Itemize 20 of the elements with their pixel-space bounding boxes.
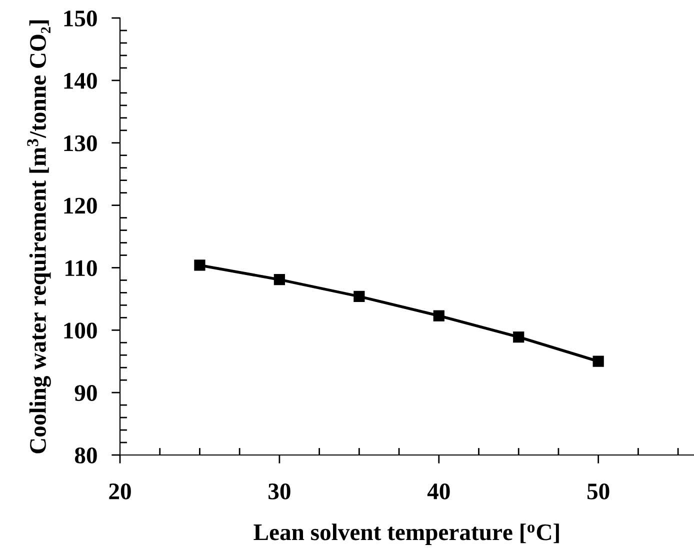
y-tick-label: 150 bbox=[64, 10, 97, 26]
y-tick-label: 110 bbox=[66, 260, 97, 276]
y-tick-label: 100 bbox=[64, 322, 97, 339]
point bbox=[592, 356, 604, 367]
x-tick-label: 20 bbox=[109, 483, 131, 500]
y-tick-label: 140 bbox=[64, 72, 97, 89]
point bbox=[354, 290, 365, 302]
point bbox=[274, 274, 285, 286]
y-tick-label: 130 bbox=[64, 135, 97, 152]
point bbox=[433, 310, 444, 322]
x-axis-title: Lean solvent temperature [$^{o}$C] bbox=[254, 524, 559, 546]
x-tick-label: 40 bbox=[427, 483, 450, 500]
point bbox=[513, 331, 524, 343]
y-axis-title: Cooling water requirement [m$^{3}$/tonne CO₂] bbox=[27, 20, 51, 454]
y-tick-label: 80 bbox=[74, 447, 97, 464]
x-tick-label: 30 bbox=[268, 483, 290, 500]
point bbox=[194, 260, 206, 271]
y-tick-label: 90 bbox=[74, 385, 97, 401]
x-tick-label: 50 bbox=[587, 483, 610, 500]
y-tick-label: 120 bbox=[64, 198, 97, 214]
